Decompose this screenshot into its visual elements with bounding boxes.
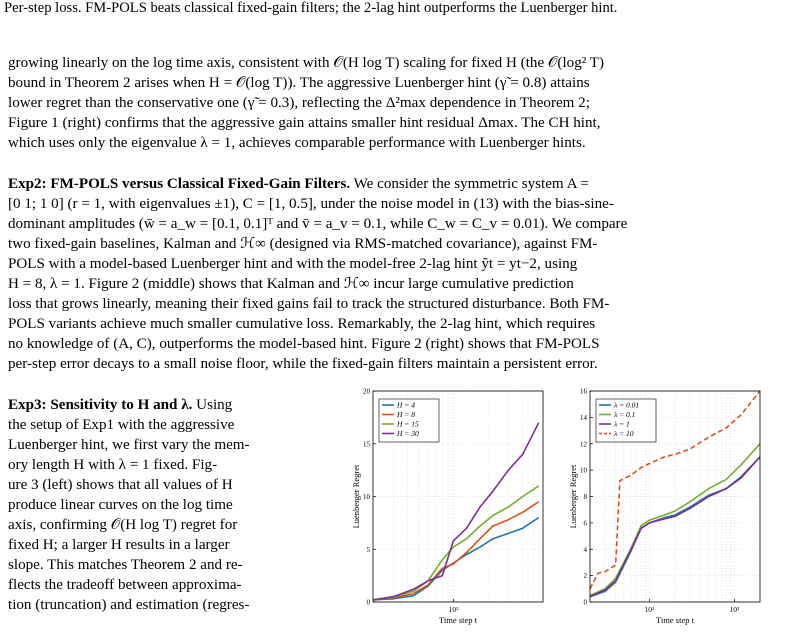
text-line: flects the tradeoff between approxima- (8, 577, 242, 593)
text-line: Figure 1 (right) confirms that the aggre… (8, 115, 601, 131)
text-line: which uses only the eigenvalue λ = 1, ac… (8, 135, 586, 151)
x-axis-label: Time step t (656, 615, 695, 625)
text-line: slope. This matches Theorem 2 and re- (8, 557, 243, 573)
text-line: fixed H; a larger H results in a larger (8, 537, 230, 553)
regret-vs-lambda-chart: 0 2 4 6 8 10 12 14 16 10² 10³ Time step t Luenberger… (568, 388, 761, 625)
legend-label: λ = 1 (613, 420, 630, 429)
legend-box (595, 398, 657, 443)
text-line: ory length H with λ = 1 fixed. Fig- (8, 457, 218, 473)
text-line: POLS variants achieve much smaller cumul… (8, 316, 596, 332)
x-tick-label: 10² (645, 605, 656, 614)
text-line: loss that grows linearly, meaning their … (8, 296, 610, 312)
text-line: tion (truncation) and estimation (regres… (8, 597, 250, 613)
x-tick-label: 10³ (730, 605, 741, 614)
exp3-heading: Exp3: Sensitivity to H and λ. (8, 397, 193, 413)
series-line (372, 485, 540, 601)
legend-label: H = 30 (396, 429, 419, 438)
y-tick-label: 5 (367, 546, 371, 554)
y-tick-label: 6 (584, 519, 588, 527)
y-tick-label: 20 (363, 388, 371, 396)
legend-label: H = 4 (396, 401, 415, 410)
y-tick-label: 12 (580, 440, 588, 448)
x-tick-label: 10² (449, 605, 460, 614)
text-line: two fixed-gain baselines, Kalman and ℋ∞ … (8, 236, 598, 252)
text-line: produce linear curves on the log time (8, 497, 233, 513)
figure-caption: Per-step loss. FM-POLS beats classical f… (4, 0, 618, 16)
legend-label: λ = 10 (613, 429, 634, 438)
y-tick-label: 16 (580, 388, 588, 396)
text-line: per-step error decays to a small noise f… (8, 356, 598, 372)
y-tick-label: 14 (580, 414, 588, 422)
y-tick-label: 15 (363, 440, 371, 448)
series-line (589, 443, 761, 597)
y-tick-label: 4 (584, 546, 588, 554)
y-tick-label: 0 (584, 599, 588, 607)
text-line: ure 3 (left) shows that all values of H (8, 477, 233, 493)
text-line: lower regret than the conservative one (… (8, 95, 590, 111)
legend-label: λ = 0.01 (613, 401, 639, 410)
y-tick-label: 10 (363, 493, 371, 501)
legend-label: H = 15 (396, 420, 419, 429)
text-line: Luenberger hint, we first vary the mem- (8, 437, 250, 453)
legend: H = 4H = 8H = 15H = 30 (378, 398, 440, 443)
series-line (372, 422, 540, 601)
text-line: the setup of Exp1 with the aggressive (8, 417, 235, 433)
series-line (589, 390, 761, 590)
text-line: dominant amplitudes (w̄ = a_w = [0.1, 0.… (8, 216, 628, 232)
legend-label: H = 8 (396, 410, 415, 419)
text-line: POLS with a model-based Luenberger hint … (8, 256, 578, 272)
text-span: We consider the symmetric system A = (350, 176, 589, 192)
text-line: no knowledge of (A, C), outperforms the … (8, 336, 600, 352)
y-tick-label: 0 (367, 599, 371, 607)
text-line: bound in Theorem 2 arises when H = 𝒪(log… (8, 75, 590, 91)
y-tick-label: 2 (584, 572, 588, 580)
legend: λ = 0.01λ = 0.1λ = 1λ = 10 (595, 398, 657, 443)
text-line: [0 1; 1 0] (r = 1, with eigenvalues ±1),… (8, 196, 614, 212)
x-axis-label: Time step t (439, 615, 478, 625)
text-line: growing linearly on the log time axis, c… (8, 55, 605, 71)
legend-box (378, 398, 440, 443)
exp2-heading: Exp2: FM-POLS versus Classical Fixed-Gai… (8, 176, 351, 192)
text-span: Using (192, 397, 233, 413)
legend-label: λ = 0.1 (613, 410, 635, 419)
text-line: axis, confirming 𝒪(H log T) regret for (8, 517, 238, 533)
y-axis-label: Luenberger Regret (568, 464, 578, 528)
y-tick-label: 10 (580, 467, 588, 475)
y-tick-label: 8 (584, 493, 588, 501)
text-line: Exp2: FM-POLS versus Classical Fixed-Gai… (8, 174, 589, 194)
text-line: H = 8, λ = 1. Figure 2 (middle) shows th… (8, 276, 574, 292)
series-line (372, 501, 540, 601)
y-axis-label: Luenberger Regret (351, 464, 361, 528)
series-line (589, 456, 761, 598)
text-line: Exp3: Sensitivity to H and λ. Using (8, 395, 232, 415)
